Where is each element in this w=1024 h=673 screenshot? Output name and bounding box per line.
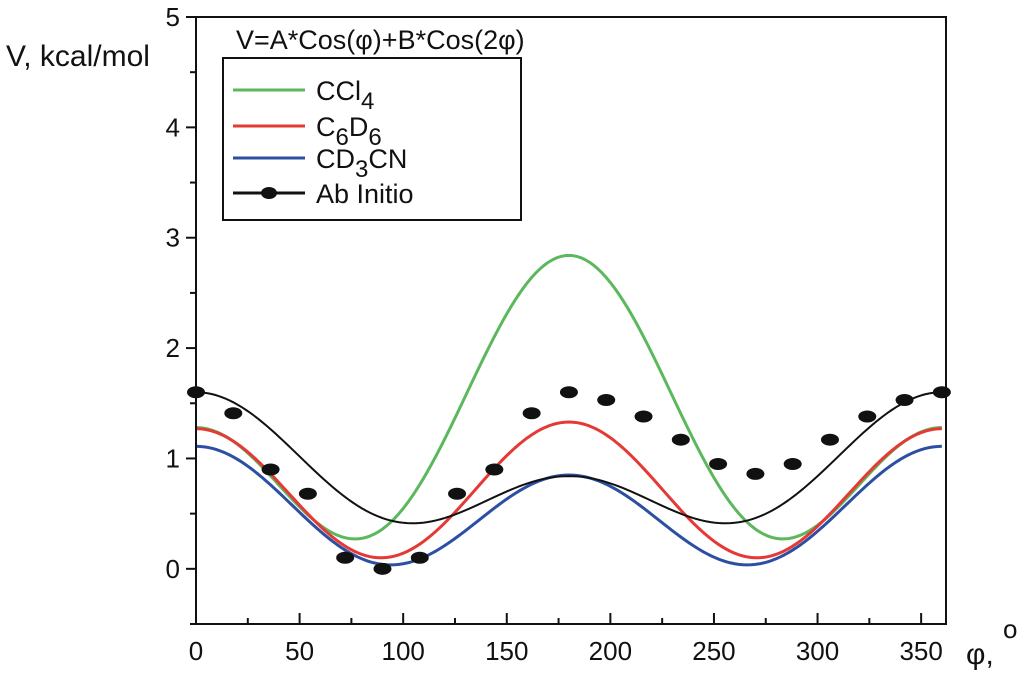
data-point: [709, 457, 728, 470]
legend-label: Ab Initio: [316, 179, 414, 209]
y-tick-label: 4: [166, 112, 180, 142]
series-layer: [195, 253, 942, 567]
series-line-c6d6: [195, 420, 942, 560]
data-point: [448, 487, 467, 500]
data-point: [336, 551, 355, 564]
data-point: [932, 386, 951, 399]
legend-label: CD3CN: [316, 144, 407, 183]
x-tick-label: 100: [381, 636, 424, 666]
x-axis-title: φ,: [966, 638, 994, 671]
series-line-ab-initio: [195, 391, 942, 525]
data-point: [373, 562, 392, 575]
legend-label: CCl4: [316, 76, 374, 115]
data-point: [783, 457, 802, 470]
data-point: [410, 551, 429, 564]
data-point: [224, 407, 243, 420]
data-point: [559, 386, 578, 399]
y-tick-label: 5: [166, 2, 180, 32]
x-tick-label: 0: [189, 636, 203, 666]
y-axis-title: V, kcal/mol: [6, 40, 150, 73]
labels-layer: 0 50 100 150 200 250 300 350 0 1 2 3 4 5 V, kcal/mol φ,…: [6, 2, 1017, 671]
x-tick-label: 350: [899, 636, 942, 666]
y-tick-label: 2: [166, 333, 180, 363]
series-line-cd3cn: [195, 444, 942, 567]
legend-label: C6D6: [316, 112, 382, 151]
y-tick-label: 1: [166, 443, 180, 473]
x-tick-label: 150: [485, 636, 528, 666]
data-point: [261, 463, 280, 476]
plot-frame: [195, 16, 947, 625]
data-point: [858, 410, 877, 423]
x-axis-degree-symbol: o: [1003, 614, 1017, 644]
y-tick-label: 3: [166, 223, 180, 253]
data-point: [820, 433, 839, 446]
formula-annotation: V=A*Cos(φ)+B*Cos(2φ): [236, 25, 525, 55]
data-point: [671, 433, 690, 446]
data-point: [298, 487, 317, 500]
legend-marker: [261, 187, 277, 199]
data-point: [522, 407, 541, 420]
data-point: [895, 393, 914, 406]
markers-layer: [187, 386, 951, 575]
x-tick-label: 250: [692, 636, 735, 666]
x-tick-label: 300: [796, 636, 839, 666]
data-point: [746, 467, 765, 480]
data-point: [485, 463, 504, 476]
data-point: [634, 410, 653, 423]
x-tick-label: 50: [285, 636, 314, 666]
x-tick-label: 200: [589, 636, 632, 666]
data-point: [597, 393, 616, 406]
y-tick-label: 0: [166, 554, 180, 584]
